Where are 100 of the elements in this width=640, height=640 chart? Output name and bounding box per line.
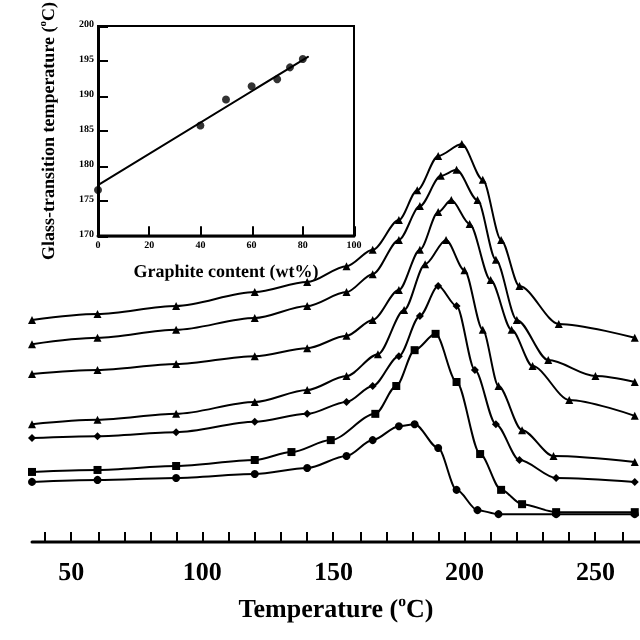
x-tick-label: 250 — [575, 555, 615, 586]
point — [491, 255, 500, 264]
point — [549, 452, 558, 461]
point — [515, 456, 524, 465]
point — [394, 216, 403, 225]
point — [452, 301, 461, 310]
point — [222, 95, 230, 104]
point — [507, 325, 516, 334]
point — [394, 235, 403, 244]
point — [518, 426, 527, 435]
point — [465, 220, 474, 228]
point — [491, 420, 500, 429]
point — [250, 417, 259, 426]
point — [172, 409, 181, 418]
point — [368, 436, 377, 445]
point — [478, 175, 487, 184]
point — [460, 266, 469, 275]
point — [497, 235, 506, 244]
point — [434, 151, 443, 160]
point — [28, 434, 36, 443]
point — [394, 352, 403, 361]
point — [434, 282, 443, 291]
point — [431, 329, 440, 338]
point — [400, 305, 409, 314]
point — [368, 315, 377, 324]
point — [518, 500, 527, 509]
point — [630, 458, 639, 466]
point — [93, 366, 102, 375]
point — [28, 315, 36, 324]
point — [287, 448, 296, 457]
point — [552, 473, 561, 482]
point — [478, 325, 487, 334]
point — [373, 350, 382, 359]
point — [342, 331, 351, 340]
point — [554, 319, 563, 328]
point — [591, 372, 600, 381]
point — [452, 165, 461, 174]
point — [172, 325, 181, 334]
point — [28, 467, 36, 476]
point — [630, 411, 639, 420]
point — [250, 313, 259, 322]
point — [452, 485, 461, 494]
point — [28, 340, 36, 349]
point — [250, 469, 259, 478]
point — [28, 477, 36, 486]
point — [368, 381, 377, 390]
point — [494, 510, 503, 519]
point — [93, 309, 102, 318]
point — [93, 475, 102, 484]
point — [28, 420, 36, 429]
point — [434, 208, 443, 217]
x-tick-label: 50 — [58, 555, 85, 586]
point — [28, 370, 36, 379]
point — [476, 450, 485, 459]
point — [247, 82, 256, 91]
point — [172, 428, 181, 437]
x-tick-label: 150 — [313, 555, 353, 586]
point — [473, 196, 482, 205]
point — [172, 473, 181, 482]
point — [415, 311, 424, 320]
point — [342, 397, 351, 406]
x-tick-label: 200 — [444, 555, 484, 586]
point — [303, 463, 312, 472]
point — [528, 362, 537, 371]
point — [452, 378, 461, 386]
point — [371, 409, 380, 418]
point — [630, 333, 639, 342]
point — [421, 260, 430, 269]
point — [494, 381, 503, 390]
point — [392, 381, 401, 390]
point — [410, 346, 419, 355]
point — [172, 360, 181, 369]
point — [93, 333, 102, 342]
point — [342, 288, 351, 297]
point — [630, 378, 639, 386]
point — [436, 171, 445, 180]
point — [394, 422, 403, 431]
point — [93, 415, 102, 424]
point — [93, 465, 102, 474]
point — [342, 372, 351, 381]
point — [303, 385, 312, 394]
point — [565, 395, 574, 404]
point — [497, 485, 506, 494]
point — [303, 301, 312, 310]
point — [394, 286, 403, 295]
x-tick-label: 100 — [182, 555, 222, 586]
point — [457, 140, 466, 148]
point — [172, 461, 181, 470]
point — [250, 397, 259, 406]
point — [368, 245, 377, 254]
point — [94, 185, 102, 194]
point — [473, 506, 482, 515]
point — [512, 315, 521, 324]
point — [93, 432, 102, 441]
point — [250, 456, 259, 465]
point — [342, 452, 351, 461]
point — [410, 420, 419, 429]
x-axis-title: Graphite content (wt%) — [133, 261, 319, 281]
point — [326, 436, 335, 445]
point — [434, 444, 443, 453]
